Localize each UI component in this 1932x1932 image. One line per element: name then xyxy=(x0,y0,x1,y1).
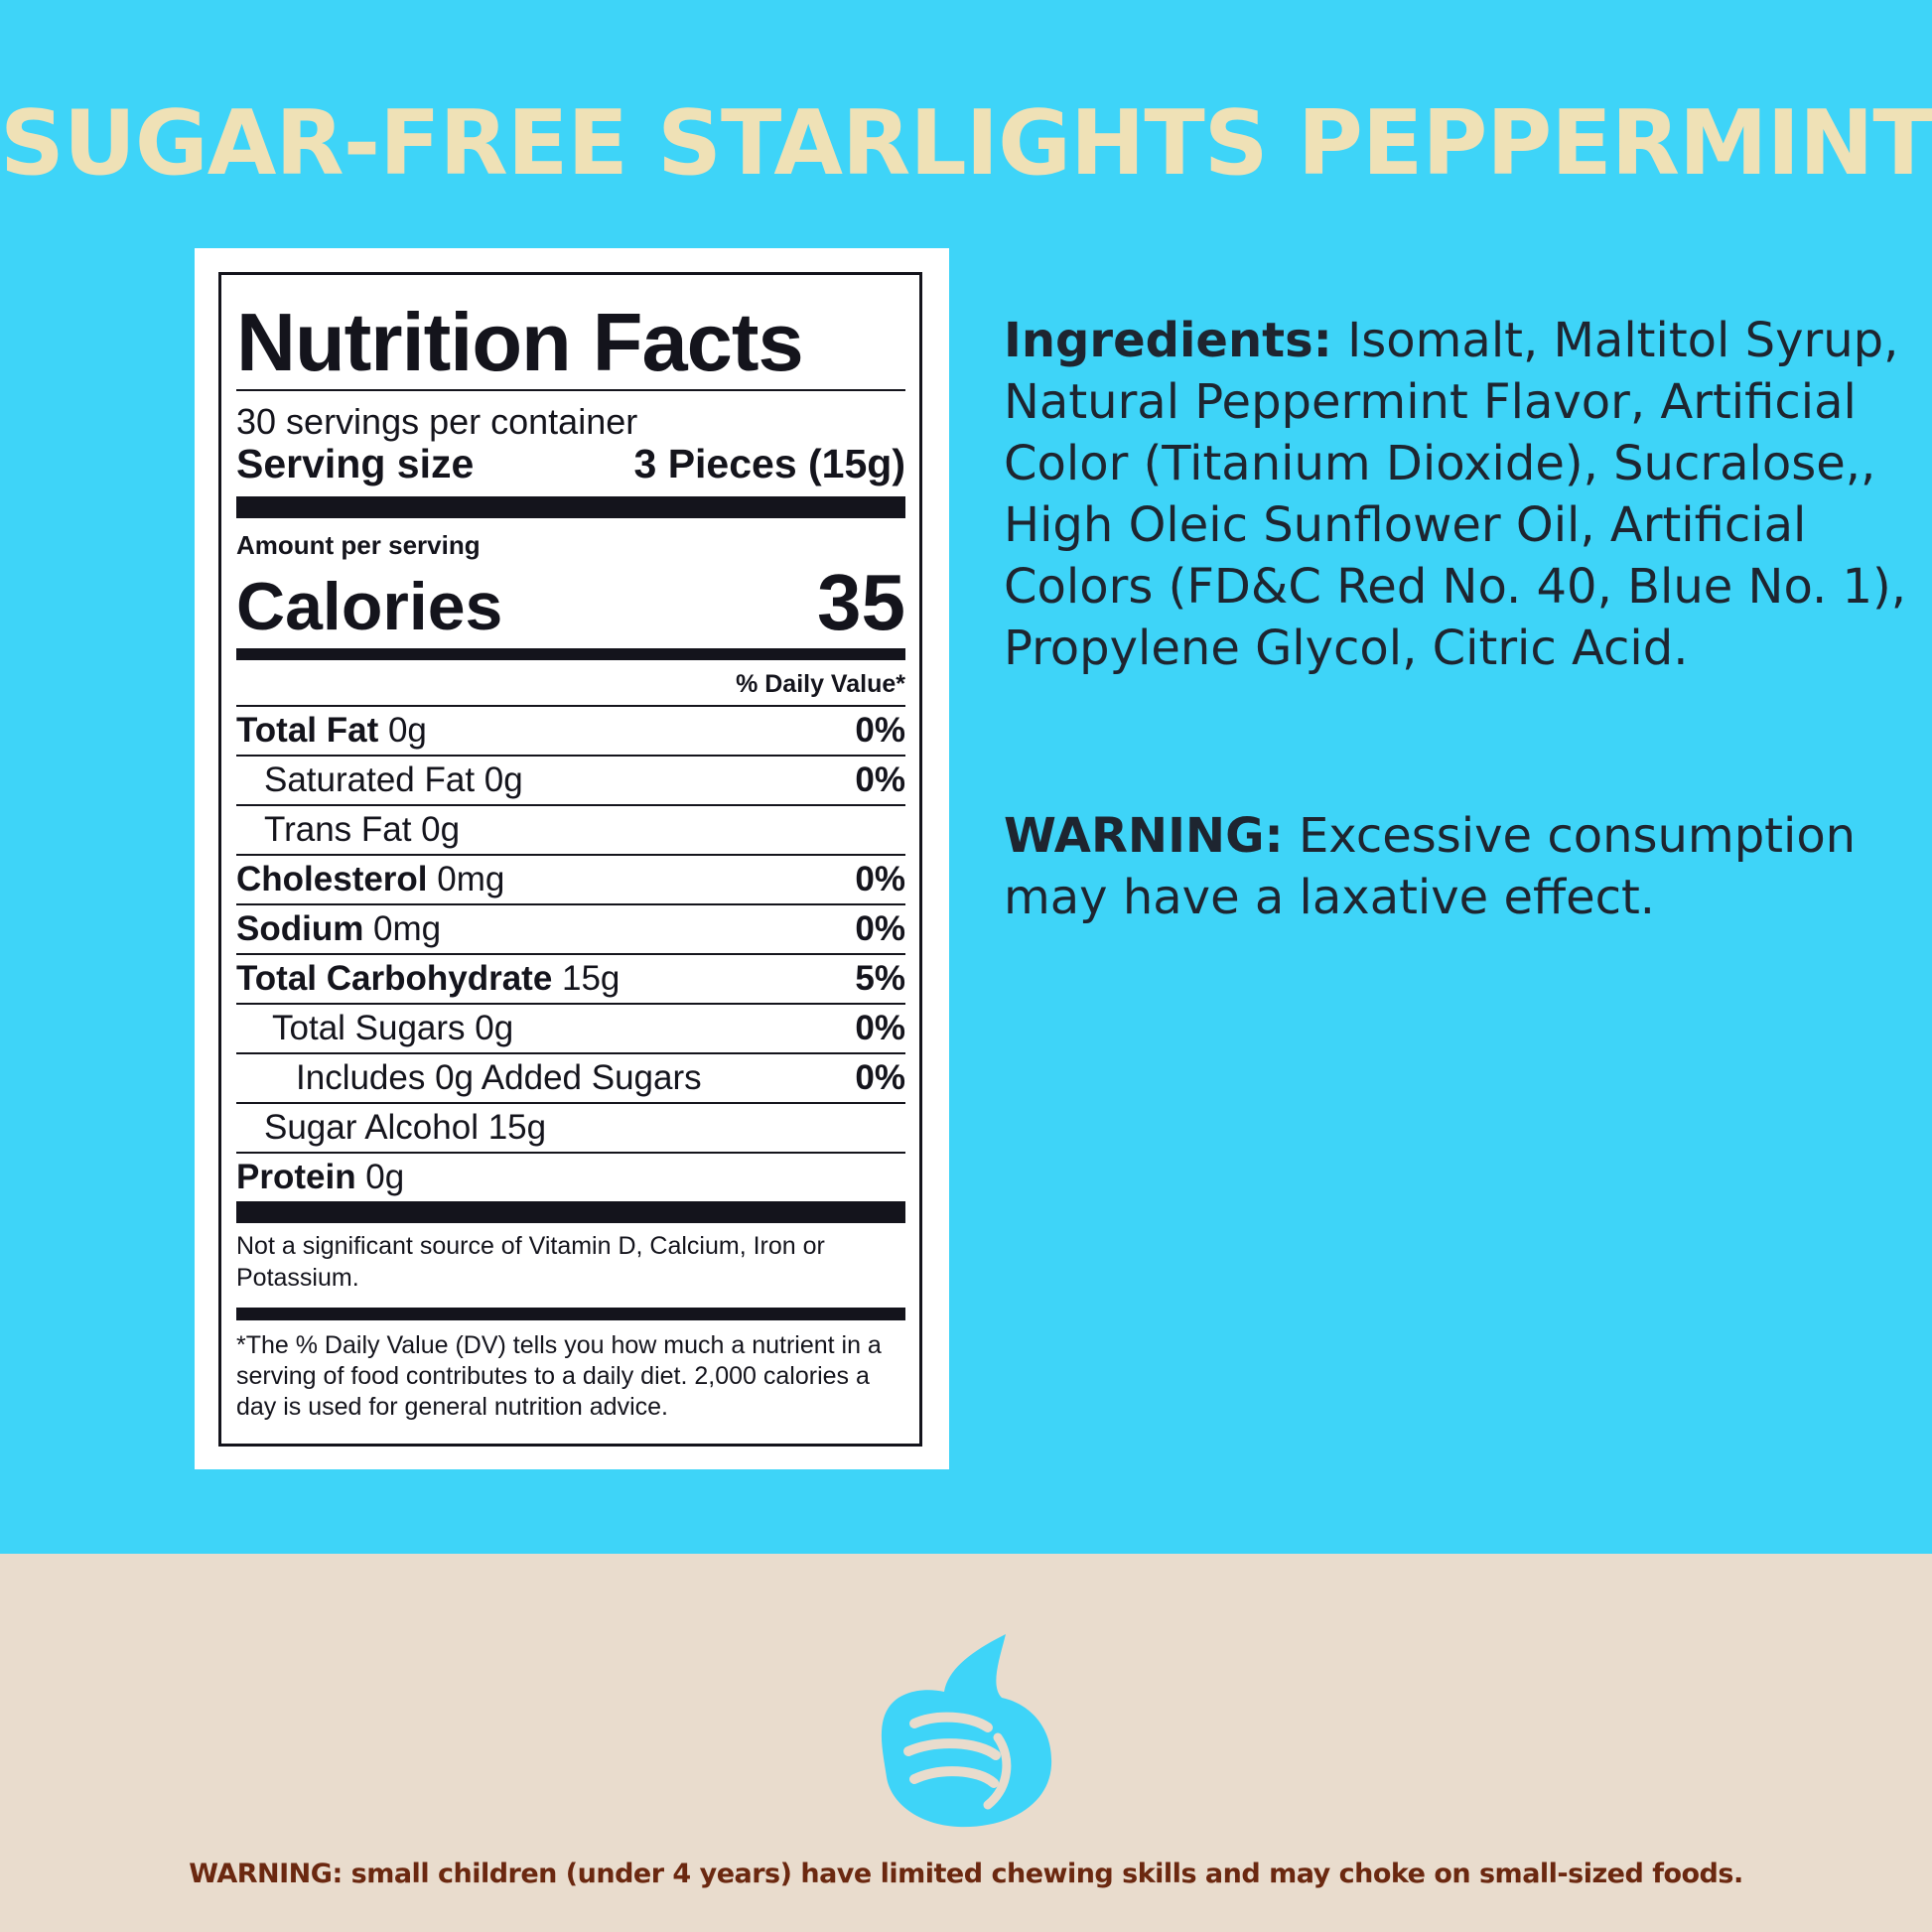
nutrient-dv: 0% xyxy=(855,1058,905,1098)
nutrient-label: Cholesterol xyxy=(236,860,428,899)
divider-thick xyxy=(236,496,905,519)
nutrient-label: Saturated Fat 0g xyxy=(264,760,523,800)
nutrient-row-added-sugars: Includes 0g Added Sugars 0% xyxy=(236,1054,905,1105)
nutrient-label: Total Fat xyxy=(236,711,379,751)
nutrient-label: Includes 0g Added Sugars xyxy=(296,1058,702,1098)
nutrient-dv: 0% xyxy=(855,909,905,949)
warning-text: Excessive consumption may have a laxativ… xyxy=(1004,808,1857,925)
calories-value: 35 xyxy=(817,558,905,647)
nutrient-label: Total Sugars 0g xyxy=(272,1009,514,1048)
product-title: SUGAR-FREE STARLIGHTS PEPPERMINT xyxy=(0,91,1932,196)
nutrient-dv: 0% xyxy=(855,760,905,800)
daily-value-header: % Daily Value* xyxy=(236,660,905,708)
nutrient-row-trans-fat: Trans Fat 0g xyxy=(236,806,905,857)
nutrient-row-total-fat: Total Fat 0g 0% xyxy=(236,707,905,758)
nutrient-amount: 0mg xyxy=(363,909,442,949)
nutrient-amount: 15g xyxy=(552,959,621,999)
nutrient-row-total-sugars: Total Sugars 0g 0% xyxy=(236,1005,905,1055)
calories-row: Calories 35 xyxy=(236,563,905,642)
nutrient-label: Sodium xyxy=(236,909,364,949)
choking-warning: WARNING: small children (under 4 years) … xyxy=(189,1859,1743,1889)
daily-value-footnote: *The % Daily Value (DV) tells you how mu… xyxy=(236,1330,882,1422)
amount-per-serving: Amount per serving xyxy=(236,530,481,561)
nutrient-label: Protein xyxy=(236,1158,356,1197)
ingredients-text: Ingredients: Isomalt, Maltitol Syrup, Na… xyxy=(1004,310,1917,679)
nutrient-amount: 0g xyxy=(355,1158,405,1197)
nutrition-panel: Nutrition Facts 30 servings per containe… xyxy=(195,248,949,1469)
nutrient-label: Sugar Alcohol 15g xyxy=(264,1108,547,1148)
nutrient-dv: 5% xyxy=(855,959,905,999)
nutrition-facts-heading: Nutrition Facts xyxy=(236,301,905,391)
thumbs-up-swirl-icon xyxy=(881,1634,1052,1828)
nutrient-row-protein: Protein 0g xyxy=(236,1154,905,1201)
vitamins-note: Not a significant source of Vitamin D, C… xyxy=(236,1232,825,1292)
ingredients-list: Isomalt, Maltitol Syrup, Natural Pepperm… xyxy=(1004,313,1907,676)
nutrient-row-cholesterol: Cholesterol 0mg 0% xyxy=(236,856,905,906)
nutrient-label: Trans Fat 0g xyxy=(264,810,461,850)
calories-label: Calories xyxy=(236,569,503,645)
nutrient-amount: 0mg xyxy=(427,860,505,899)
warning-label: WARNING: xyxy=(1004,808,1284,864)
nutrient-amount: 0g xyxy=(378,711,427,751)
nutrient-dv: 0% xyxy=(855,860,905,899)
divider-thick xyxy=(236,1201,905,1224)
nutrient-dv: 0% xyxy=(855,1009,905,1048)
nutrient-row-total-carbohydrate: Total Carbohydrate 15g 5% xyxy=(236,955,905,1006)
serving-size-label: Serving size xyxy=(236,441,475,487)
divider-medium xyxy=(236,1307,905,1320)
nutrient-row-sodium: Sodium 0mg 0% xyxy=(236,905,905,956)
nutrition-facts-label: Nutrition Facts 30 servings per containe… xyxy=(218,272,922,1447)
divider-medium xyxy=(236,648,905,661)
servings-per-container: 30 servings per container xyxy=(236,401,638,442)
serving-size: Serving size 3 Pieces (15g) xyxy=(236,442,905,486)
nutrient-row-sugar-alcohol: Sugar Alcohol 15g xyxy=(236,1104,905,1155)
nutrient-dv: 0% xyxy=(855,711,905,751)
laxative-warning: WARNING: Excessive consumption may have … xyxy=(1004,805,1917,928)
ingredients-label: Ingredients: xyxy=(1004,313,1332,368)
nutrient-row-saturated-fat: Saturated Fat 0g 0% xyxy=(236,757,905,807)
serving-size-value: 3 Pieces (15g) xyxy=(633,441,906,487)
nutrient-label: Total Carbohydrate xyxy=(236,959,553,999)
